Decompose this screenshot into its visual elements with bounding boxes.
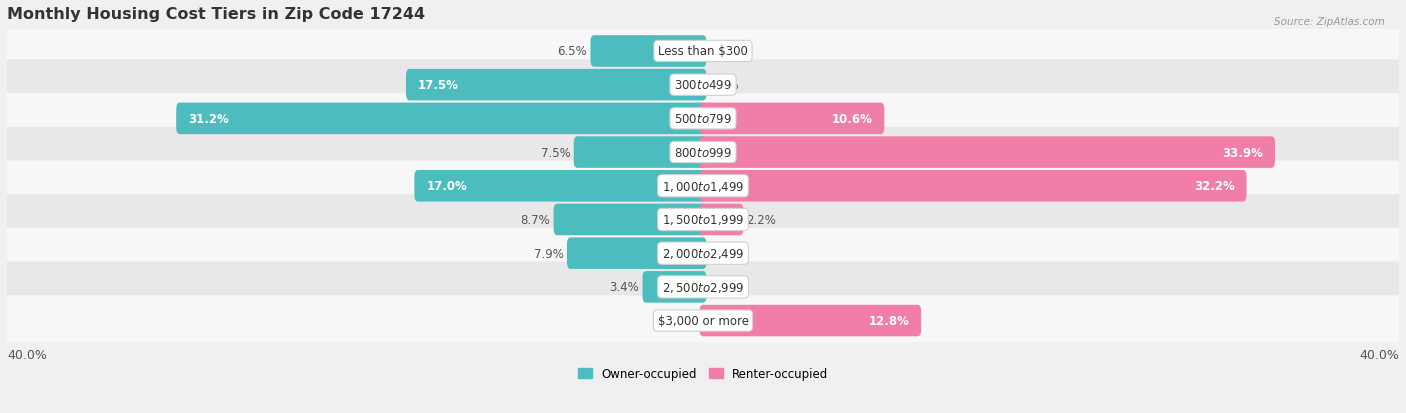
Text: 6.5%: 6.5% [558,45,588,58]
FancyBboxPatch shape [700,305,921,337]
FancyBboxPatch shape [1,296,1405,354]
FancyBboxPatch shape [1,60,1405,118]
FancyBboxPatch shape [406,70,706,101]
Text: 40.0%: 40.0% [7,348,46,361]
Text: 7.5%: 7.5% [541,146,571,159]
FancyBboxPatch shape [567,238,706,269]
Text: 31.2%: 31.2% [188,113,229,126]
Text: 0.31%: 0.31% [654,314,692,327]
FancyBboxPatch shape [1,195,1405,253]
Text: Monthly Housing Cost Tiers in Zip Code 17244: Monthly Housing Cost Tiers in Zip Code 1… [7,7,425,22]
FancyBboxPatch shape [176,103,706,135]
FancyBboxPatch shape [700,137,1275,169]
FancyBboxPatch shape [1,262,1405,320]
Text: 0.0%: 0.0% [710,45,740,58]
Text: 8.7%: 8.7% [520,214,550,226]
FancyBboxPatch shape [415,171,706,202]
FancyBboxPatch shape [1,26,1405,85]
Text: 12.8%: 12.8% [869,314,910,327]
FancyBboxPatch shape [700,171,1247,202]
Text: $500 to $799: $500 to $799 [673,113,733,126]
Text: $800 to $999: $800 to $999 [673,146,733,159]
Text: $1,000 to $1,499: $1,000 to $1,499 [662,179,744,193]
Text: 0.0%: 0.0% [710,281,740,294]
Text: 17.5%: 17.5% [418,79,458,92]
Text: 2.2%: 2.2% [747,214,776,226]
FancyBboxPatch shape [554,204,706,236]
Text: $3,000 or more: $3,000 or more [658,314,748,327]
Text: 7.9%: 7.9% [534,247,564,260]
Legend: Owner-occupied, Renter-occupied: Owner-occupied, Renter-occupied [578,368,828,380]
Text: $2,000 to $2,499: $2,000 to $2,499 [662,247,744,261]
Text: 32.2%: 32.2% [1194,180,1234,193]
FancyBboxPatch shape [1,94,1405,152]
Circle shape [696,312,704,330]
Text: $300 to $499: $300 to $499 [673,79,733,92]
FancyBboxPatch shape [574,137,706,169]
Text: 0.0%: 0.0% [710,247,740,260]
Text: $2,500 to $2,999: $2,500 to $2,999 [662,280,744,294]
Text: 40.0%: 40.0% [1360,348,1399,361]
FancyBboxPatch shape [700,204,744,236]
FancyBboxPatch shape [1,228,1405,286]
FancyBboxPatch shape [700,103,884,135]
Text: Less than $300: Less than $300 [658,45,748,58]
FancyBboxPatch shape [1,161,1405,219]
Text: 10.6%: 10.6% [831,113,872,126]
FancyBboxPatch shape [591,36,706,68]
FancyBboxPatch shape [1,128,1405,185]
Text: Source: ZipAtlas.com: Source: ZipAtlas.com [1274,17,1385,26]
Text: 17.0%: 17.0% [426,180,467,193]
Text: 0.0%: 0.0% [710,79,740,92]
Text: 33.9%: 33.9% [1222,146,1263,159]
Text: 3.4%: 3.4% [610,281,640,294]
FancyBboxPatch shape [643,271,706,303]
Text: $1,500 to $1,999: $1,500 to $1,999 [662,213,744,227]
